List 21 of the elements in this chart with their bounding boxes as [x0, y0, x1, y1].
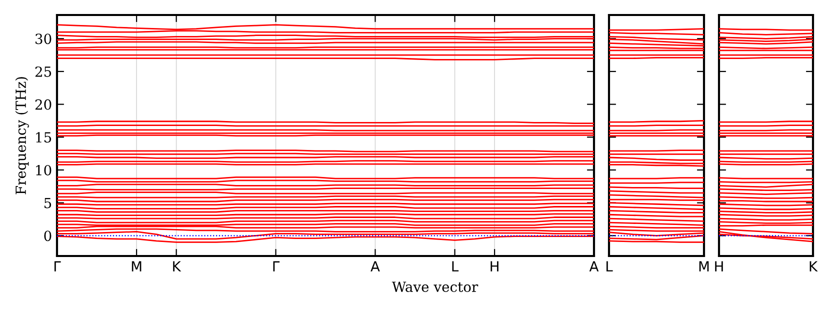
y-tick-label: 5: [44, 198, 52, 208]
x-axis-title: Wave vector: [392, 282, 478, 292]
x-tick-label: A: [370, 261, 380, 272]
y-tick-label: 20: [35, 99, 52, 110]
x-tick-label: Γ: [273, 261, 280, 272]
x-tick-label: L: [606, 261, 613, 272]
y-tick-label: 10: [36, 164, 52, 176]
y-tick-label: 30: [36, 34, 52, 44]
x-tick-label: A: [589, 261, 599, 272]
y-tick-label: 25: [35, 66, 52, 77]
x-tick-label: K: [810, 261, 818, 272]
x-tick-label: Γ: [54, 261, 61, 272]
x-tick-label: M: [699, 261, 709, 272]
x-tick-label: H: [490, 261, 498, 272]
x-tick-label: K: [173, 261, 182, 272]
x-tick-label: L: [452, 261, 459, 272]
y-tick-label: 15: [36, 132, 52, 143]
x-tick-label: H: [715, 261, 723, 272]
y-axis-title: Frequency (THz): [15, 77, 29, 194]
y-tick-label: 0: [44, 230, 52, 242]
x-tick-label: M: [132, 261, 142, 272]
